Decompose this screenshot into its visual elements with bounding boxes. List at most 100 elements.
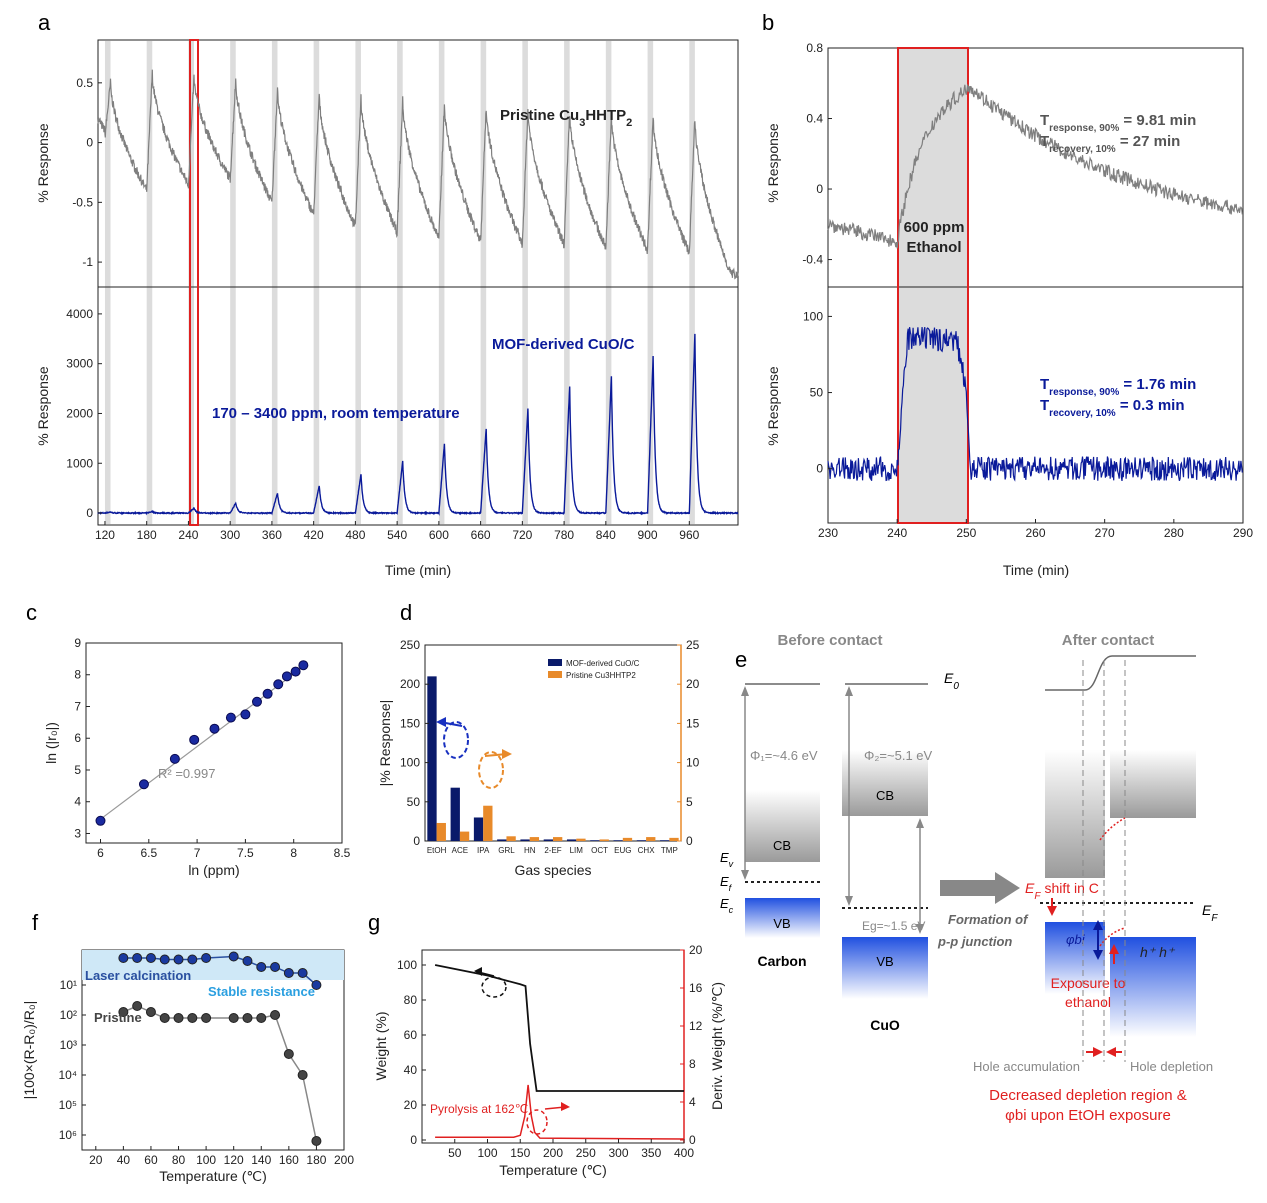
scatter-point <box>138 779 149 790</box>
a-top-y-label: 0.5 <box>76 76 93 90</box>
panel-d-ylabel: |% Response| <box>377 700 393 787</box>
laser-point <box>132 953 143 963</box>
laser-point <box>159 954 170 965</box>
bar-pristine <box>646 837 656 841</box>
pristine-point <box>118 1007 129 1017</box>
laser-point <box>270 962 281 972</box>
panel-b-top-ylabel: % Response <box>765 123 781 203</box>
a-x-label: 660 <box>471 528 491 542</box>
c-y-label: 3 <box>74 826 81 840</box>
panel-b-bottom-trecovery: Trecovery, 10% = 0.3 min <box>1040 397 1185 419</box>
a-bot-y-label: 4000 <box>66 307 93 321</box>
panel-b-highlight <box>897 47 969 524</box>
panel-b-gas-line2: Ethanol <box>907 239 962 256</box>
b-top-y-label: 0.8 <box>806 41 823 55</box>
f-x-label: 80 <box>172 1153 186 1167</box>
panel-e-exposure2: ethanol <box>1065 994 1111 1010</box>
f-y-label: 10³ <box>60 1038 77 1052</box>
panel-e-decreased2: φbi upon EtOH exposure <box>1005 1107 1171 1124</box>
d-yl-label: 100 <box>400 756 420 770</box>
panel-a-highlight <box>189 39 199 526</box>
d-yr-label: 20 <box>686 677 700 691</box>
panel-e-cuo-cb-label: CB <box>876 788 894 803</box>
exposure-band <box>647 41 654 524</box>
panel-b-bottom-tresponse: Tresponse, 90% = 1.76 min <box>1040 376 1196 398</box>
c-x-label: 7 <box>194 846 201 860</box>
panel-e-phi2: Φ₂=~5.1 eV <box>864 748 933 763</box>
f-x-label: 20 <box>89 1153 103 1167</box>
panel-e-hole-dep: Hole depletion <box>1130 1059 1213 1074</box>
bar-pristine <box>599 839 609 841</box>
panel-b-pristine-trace <box>827 84 1243 249</box>
g-yr-label: 0 <box>689 1133 696 1147</box>
g-x-label: 350 <box>641 1146 661 1160</box>
panel-a-bottom-ylabel: % Response <box>35 366 51 446</box>
panel-g-arrowhead-black <box>474 967 482 976</box>
a-bot-y-label: 0 <box>86 506 93 520</box>
c-y-label: 6 <box>74 731 81 745</box>
panel-e-eg-head-top <box>916 818 924 828</box>
panel-e-formation2: p-p junction <box>937 934 1012 949</box>
panel-e-phibi-head-bottom <box>1093 950 1103 960</box>
panel-f-xticks: 20 40 60 80 100 120 140 160 180 200 <box>89 1146 354 1167</box>
g-x-label: 200 <box>543 1146 563 1160</box>
bar-cuo <box>427 676 437 841</box>
c-y-label: 5 <box>74 763 81 777</box>
panel-a-pristine-label: Pristine Cu3HHTP2 <box>500 107 632 129</box>
b-x-label: 260 <box>1025 526 1045 540</box>
category-label: OCT <box>591 846 608 855</box>
panel-a-shading <box>104 41 695 524</box>
c-y-label: 8 <box>74 668 81 682</box>
b-x-label: 240 <box>887 526 907 540</box>
g-yl-label: 0 <box>410 1133 417 1147</box>
pristine-point <box>311 1136 322 1146</box>
panel-e-dep-head <box>1106 1047 1116 1057</box>
f-y-label: 10⁵ <box>59 1098 77 1112</box>
panel-e-cuo-cb <box>842 750 928 816</box>
pristine-point <box>159 1013 170 1023</box>
laser-point <box>173 954 184 965</box>
panel-e-hole-acc: Hole accumulation <box>973 1059 1080 1074</box>
panel-g-weight-line <box>434 964 684 1092</box>
panel-d-left-yticks: 0 50 100 150 200 250 <box>400 638 429 848</box>
b-bot-y-label: 50 <box>810 386 824 400</box>
c-x-label: 7.5 <box>237 846 254 860</box>
laser-point <box>187 954 198 965</box>
panel-g-left-yticks: 0 20 40 60 80 100 <box>397 958 426 1147</box>
bar-cuo <box>566 839 577 841</box>
d-yr-label: 15 <box>686 716 700 730</box>
a-x-label: 180 <box>137 528 157 542</box>
panel-e-formation1: Formation of <box>948 912 1029 927</box>
panel-b-bottom-yticks: 100 50 0 <box>803 309 832 476</box>
a-x-label: 480 <box>345 528 365 542</box>
panel-e: Before contact After contact E0 CB VB Ca… <box>720 632 1218 1124</box>
bar-cuo <box>636 840 647 841</box>
category-label: CHX <box>638 846 656 855</box>
panel-d-xticks: EtOH ACE IPA GRL HN 2-EF LIM OCT EUG CHX TMP <box>427 846 678 855</box>
c-y-label: 4 <box>74 795 81 809</box>
a-top-y-label: 0 <box>86 136 93 150</box>
exposure-band <box>146 41 153 524</box>
panel-f-ylabel: |100×(R-R₀)/R₀| <box>21 1001 37 1100</box>
category-label: EUG <box>614 846 631 855</box>
panel-g-ellipse-black <box>481 976 507 998</box>
bar-cuo <box>613 840 623 841</box>
panel-label-f: f <box>32 910 39 935</box>
laser-point <box>283 968 294 978</box>
panel-a-xticks: 120 180 240 300 360 420 480 540 600 660 720 780 840 9… <box>95 521 700 542</box>
panel-g: 50 100 150 200 250 300 350 400 0 20 40 60 80 100 0 4 8… <box>373 943 725 1178</box>
panel-g-deriv-line <box>435 1084 685 1140</box>
scatter-point <box>189 734 200 745</box>
c-y-label: 9 <box>74 636 81 650</box>
d-yr-label: 5 <box>686 795 693 809</box>
category-label: LIM <box>570 846 584 855</box>
pristine-point <box>256 1013 267 1023</box>
d-yl-label: 200 <box>400 677 420 691</box>
panel-d-ellipse-right <box>478 751 504 789</box>
c-x-label: 6.5 <box>140 846 157 860</box>
panel-f-points <box>118 951 322 1146</box>
panel-c-xlabel: ln (ppm) <box>188 862 239 878</box>
c-x-label: 8.5 <box>334 846 351 860</box>
a-x-label: 360 <box>262 528 282 542</box>
